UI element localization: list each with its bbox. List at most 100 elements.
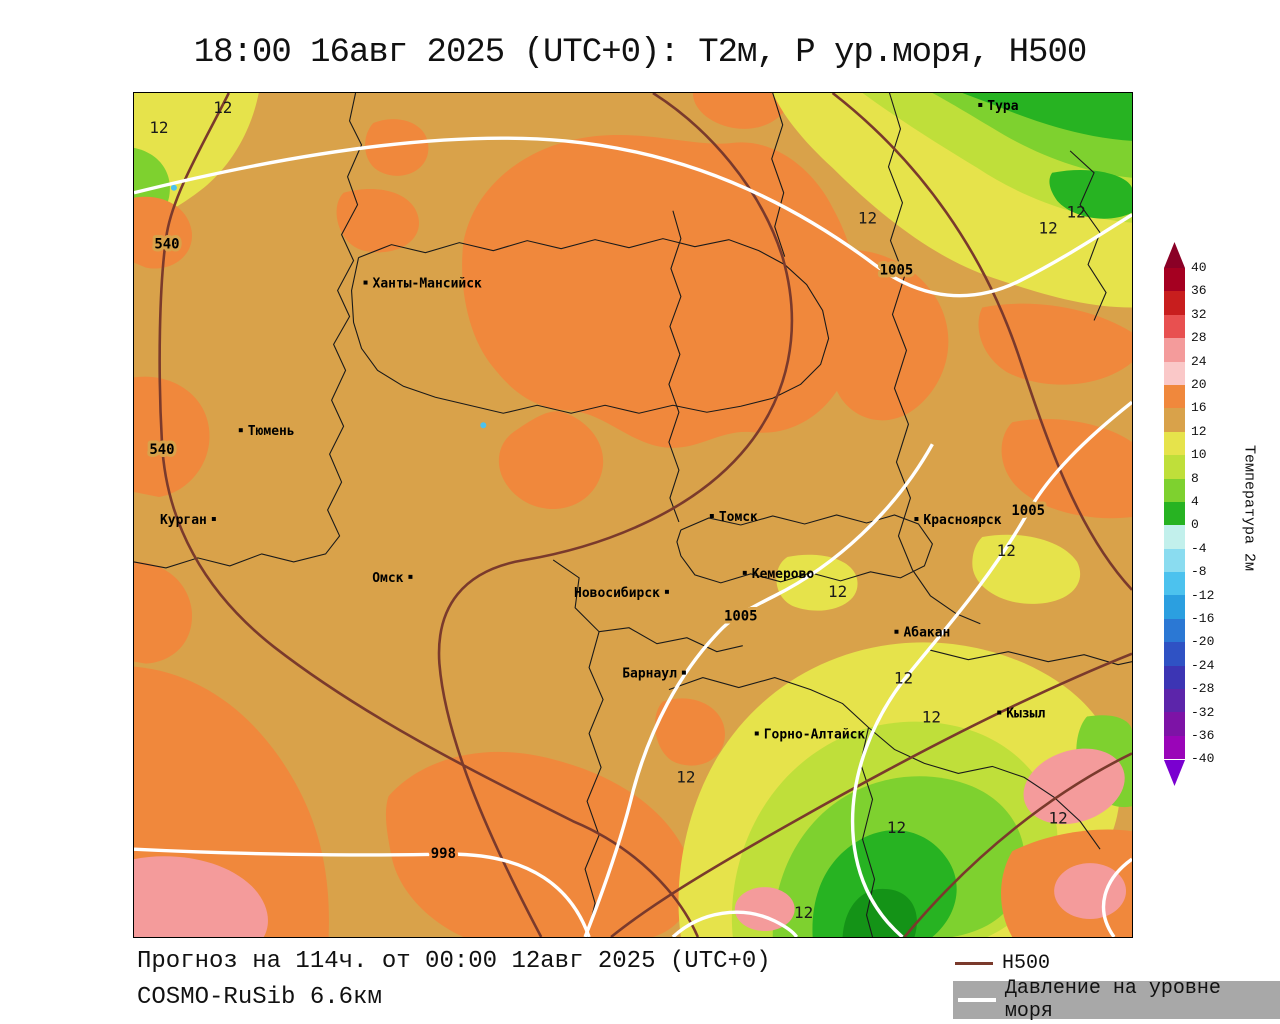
temp-contour-label: 12 bbox=[213, 98, 232, 117]
temp-contour-label: 12 bbox=[997, 541, 1016, 560]
temp-contour-label: 12 bbox=[894, 669, 913, 688]
colorbar-band bbox=[1164, 525, 1185, 549]
city-label: Красноярск bbox=[923, 513, 1001, 528]
h500-isolines-layer bbox=[158, 93, 1132, 937]
colorbar-band bbox=[1164, 712, 1185, 736]
temp-region bbox=[134, 376, 210, 498]
city-marker bbox=[709, 514, 714, 518]
city-label: Барнаул bbox=[622, 667, 677, 682]
page-title: 18:00 16авг 2025 (UTC+0): Т2м, P ур.моря… bbox=[193, 34, 1088, 72]
h500-isoline bbox=[903, 752, 1132, 937]
h500-isoline bbox=[158, 93, 700, 937]
colorbar-tick: 28 bbox=[1191, 330, 1207, 346]
colorbar-band bbox=[1164, 478, 1185, 502]
colorbar-tick: 16 bbox=[1191, 400, 1207, 416]
colorbar-band bbox=[1164, 642, 1185, 666]
colorbar-band bbox=[1164, 268, 1185, 292]
colorbar-tick: 10 bbox=[1191, 447, 1207, 463]
temp-region bbox=[812, 830, 957, 937]
h500-isoline-label: 540 bbox=[149, 442, 174, 458]
colorbar-tick: -28 bbox=[1191, 681, 1215, 697]
colorbar-band bbox=[1164, 572, 1185, 596]
city-label: Тура bbox=[987, 99, 1018, 114]
colorbar-tick: 8 bbox=[1191, 470, 1199, 486]
lake-dot bbox=[170, 184, 177, 191]
city-label: Кызыл bbox=[1006, 707, 1045, 722]
temp-contour-label: 12 bbox=[1049, 808, 1068, 827]
colorbar-tick: 36 bbox=[1191, 283, 1207, 299]
colorbar-title: Температура 2м bbox=[1240, 444, 1258, 572]
admin-border bbox=[134, 93, 363, 569]
temp-contour-label: 12 bbox=[828, 582, 847, 601]
city-label: Омск bbox=[372, 571, 403, 586]
city-marker bbox=[408, 574, 413, 579]
pressure-isoline bbox=[1101, 857, 1132, 937]
colorbar-tick: -8 bbox=[1191, 564, 1207, 580]
pressure-isoline bbox=[671, 910, 799, 937]
h500-isoline bbox=[831, 93, 1132, 591]
city-marker bbox=[754, 731, 759, 736]
colorbar-tick: 20 bbox=[1191, 377, 1207, 392]
colorbar-band bbox=[1164, 618, 1185, 643]
temp-contour-label: 12 bbox=[676, 767, 695, 786]
admin-border bbox=[584, 631, 604, 937]
temp-region bbox=[385, 751, 693, 937]
colorbar-band bbox=[1164, 665, 1185, 690]
temp-region bbox=[972, 534, 1081, 604]
forecast-info-line: Прогноз на 114ч. от 00:00 12авг 2025 (UT… bbox=[137, 948, 771, 975]
temp-region bbox=[462, 135, 860, 448]
colorbar-tick: -40 bbox=[1191, 751, 1215, 767]
colorbar-tick: 40 bbox=[1191, 260, 1207, 275]
city-label: Томск bbox=[719, 510, 758, 525]
admin-border bbox=[668, 210, 682, 523]
temp-region bbox=[1001, 418, 1132, 519]
temp-contour-label: 12 bbox=[794, 903, 813, 922]
temp-contour-label: 12 bbox=[1067, 203, 1086, 222]
temp-region bbox=[365, 119, 429, 176]
h500-isoline-label: 540 bbox=[154, 237, 179, 253]
lake-dot bbox=[480, 422, 487, 429]
city-marker bbox=[742, 570, 747, 575]
temp-contour-label: 12 bbox=[1039, 219, 1058, 238]
legend-h500: H500 bbox=[955, 950, 1050, 976]
admin-border bbox=[928, 649, 1132, 666]
cities-layer: Тура Ханты-Мансийск Тюмень Курган Омск Томск К… bbox=[160, 99, 1046, 743]
pressure-isoline bbox=[850, 400, 1132, 937]
h500-legend-label: H500 bbox=[1002, 951, 1051, 975]
temp-region bbox=[1049, 169, 1132, 219]
colorbar-band bbox=[1164, 314, 1185, 339]
pressure-legend-label: Давление на уровне моря bbox=[1004, 977, 1221, 1023]
temp-region bbox=[978, 303, 1132, 385]
city-label: Горно-Алтайск bbox=[764, 727, 866, 742]
colorbar-tick: 12 bbox=[1191, 423, 1207, 439]
city-marker bbox=[211, 516, 216, 521]
colorbar-band bbox=[1164, 338, 1185, 362]
admin-border bbox=[1069, 150, 1107, 321]
temp-region bbox=[822, 249, 949, 421]
isoline-labels-layer: 12 12 12 12 12 12 12 12 12 12 12 12 12 540 540 1005 1005… bbox=[146, 98, 1086, 922]
colorbar-tick: -20 bbox=[1191, 634, 1215, 650]
temp-region bbox=[692, 93, 793, 129]
h500-isoline bbox=[610, 652, 1132, 937]
city-marker bbox=[894, 629, 899, 634]
admin-border bbox=[668, 677, 1101, 850]
colorbar-tick: -24 bbox=[1191, 657, 1215, 673]
pressure-isoline-label: 1005 bbox=[880, 263, 914, 279]
temp-region bbox=[655, 698, 725, 766]
temp-contour-label: 12 bbox=[887, 818, 906, 837]
pressure-isoline-label: 1005 bbox=[724, 609, 758, 625]
colorbar-arrow-above-max bbox=[1164, 242, 1185, 268]
temp-contour-label: 12 bbox=[922, 708, 941, 727]
pressure-line-sample bbox=[958, 998, 996, 1002]
city-marker bbox=[664, 589, 669, 594]
temp-region bbox=[734, 887, 795, 932]
temp-contour-label: 12 bbox=[858, 209, 877, 228]
city-marker bbox=[997, 710, 1002, 715]
colorbar-tick: 32 bbox=[1191, 306, 1207, 322]
model-info-line: COSMO-RuSib 6.6км bbox=[137, 984, 382, 1011]
colorbar-tick: 4 bbox=[1191, 494, 1199, 509]
h500-line-sample bbox=[955, 961, 993, 965]
city-marker bbox=[363, 280, 368, 285]
admin-border bbox=[887, 93, 981, 625]
colorbar-band bbox=[1164, 361, 1185, 385]
